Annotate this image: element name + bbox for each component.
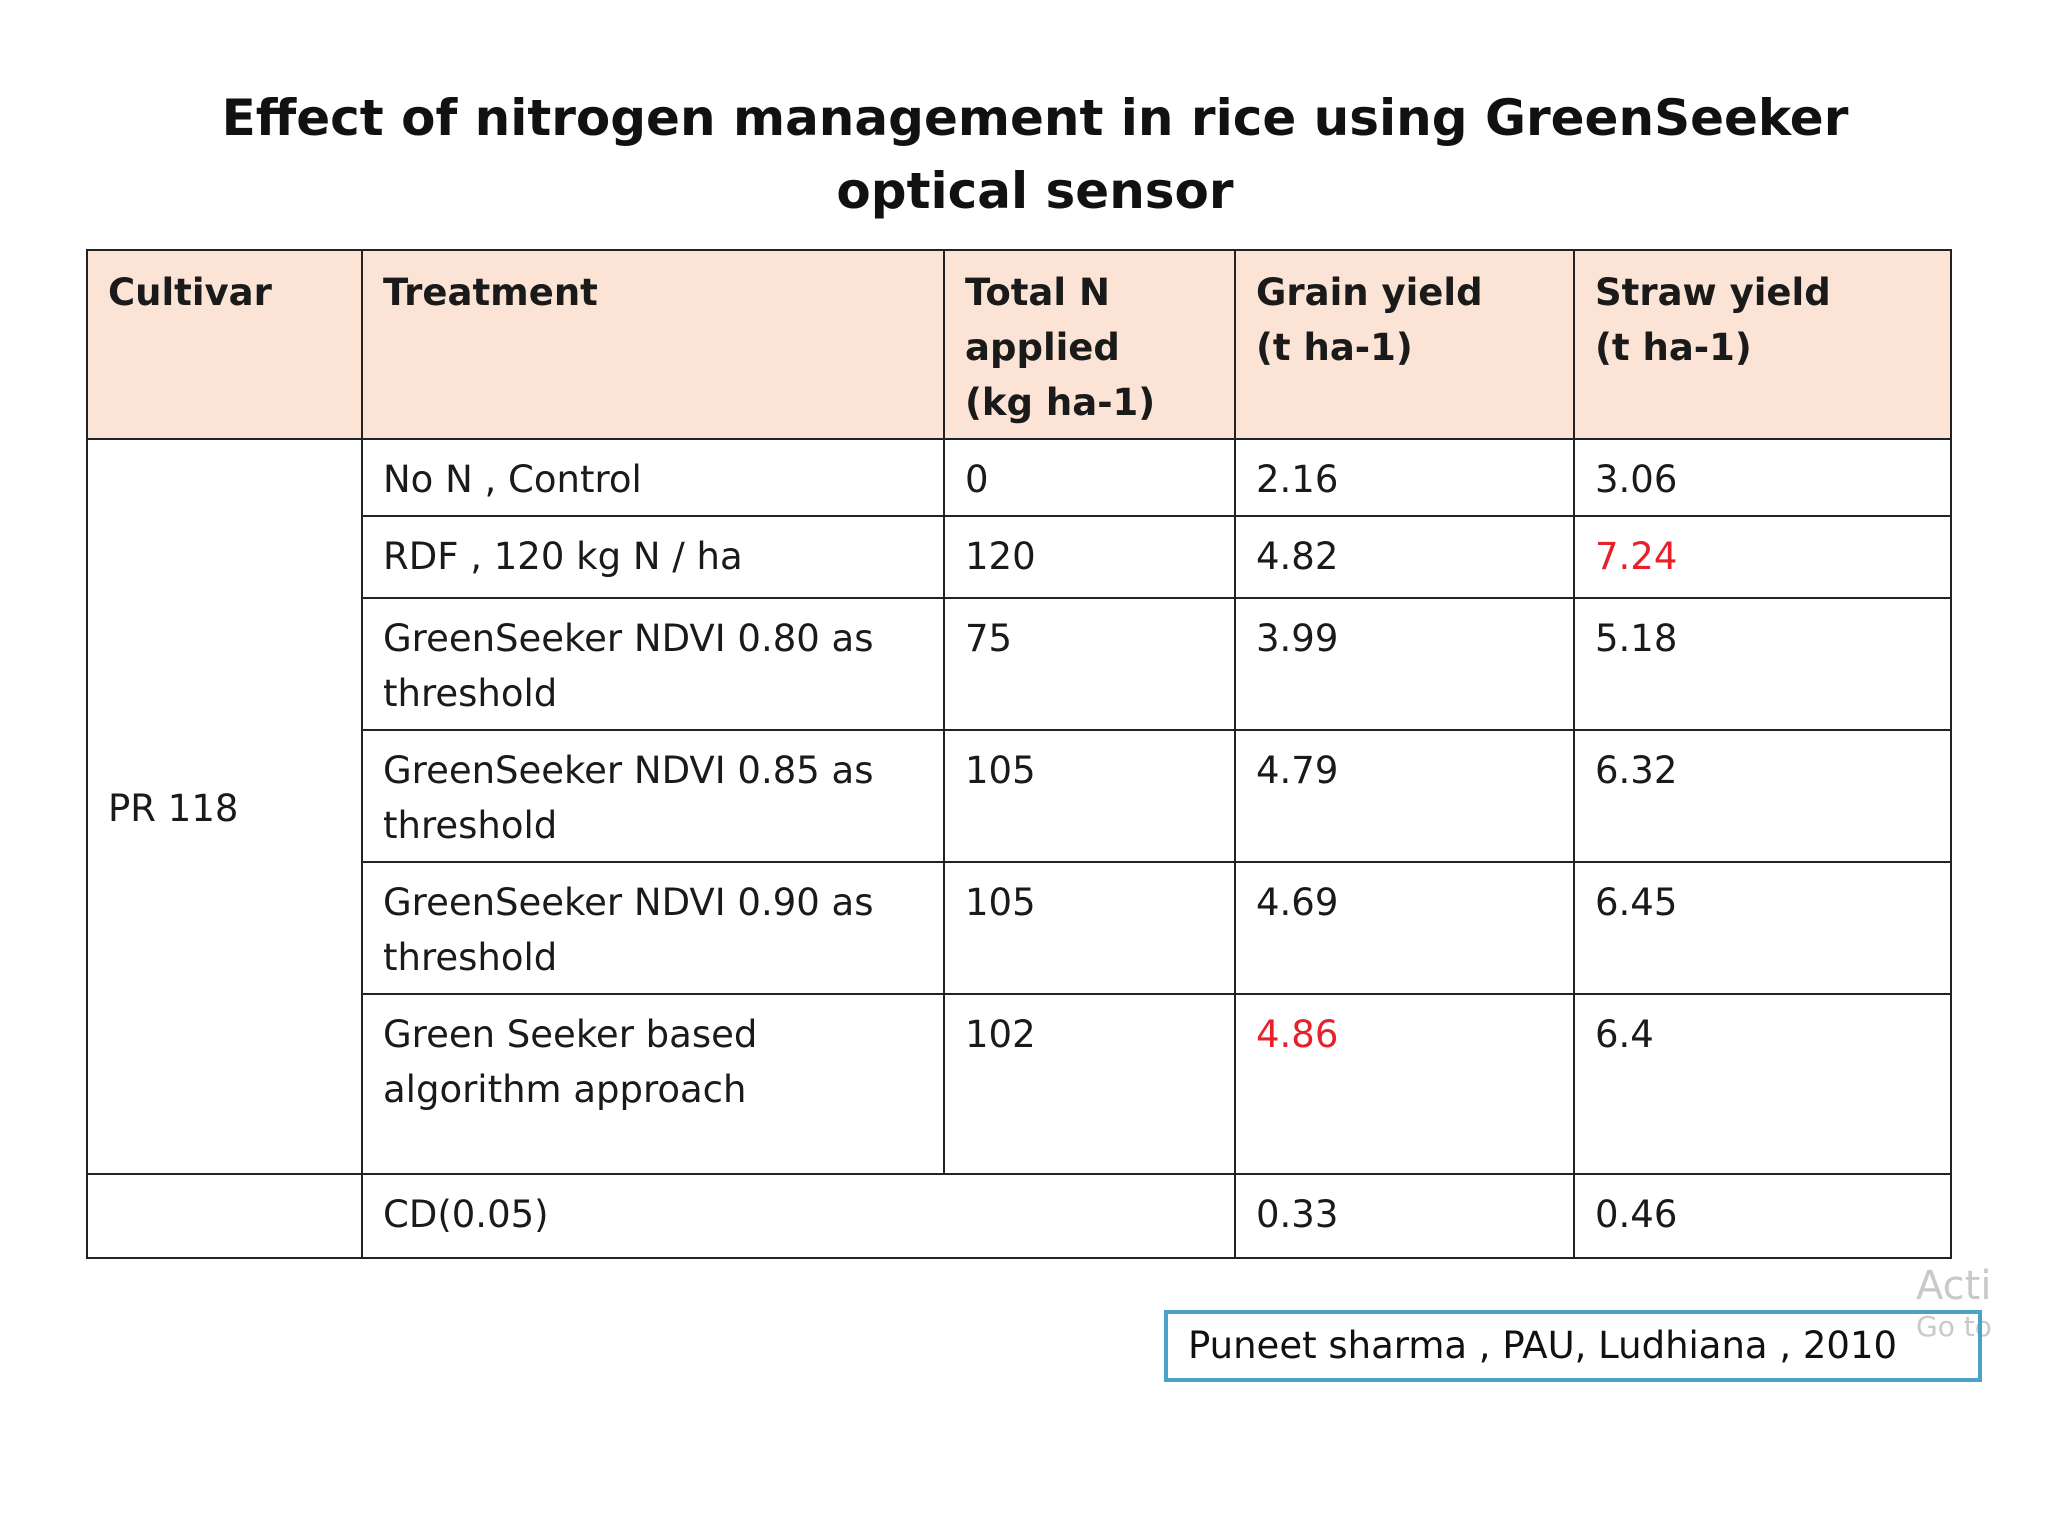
straw-yield-cell: 3.06 (1573, 438, 1952, 517)
slide-title: Effect of nitrogen management in rice us… (0, 82, 2048, 228)
cd-cultivar-cell (86, 1173, 363, 1259)
cultivar-cell: PR 118 (86, 438, 363, 1175)
table-row: GreenSeeker NDVI 0.90 as threshold 105 4.… (87, 861, 1952, 995)
table-row: GreenSeeker NDVI 0.85 as threshold 105 4.… (87, 729, 1952, 863)
header-straw-yield: Straw yield (t ha-1) (1573, 249, 1952, 440)
cd-grain-cell: 0.33 (1234, 1173, 1575, 1259)
table-row: RDF , 120 kg N / ha 120 4.82 7.24 (87, 515, 1952, 599)
highlighted-value: 4.86 (1256, 1013, 1339, 1056)
citation-text: Puneet sharma , PAU, Ludhiana , 2010 (1188, 1324, 1898, 1367)
total-n-cell: 105 (943, 861, 1236, 995)
treatment-cell: Green Seeker based algorithm approach (361, 993, 945, 1175)
header-total-n: Total N applied (kg ha-1) (943, 249, 1236, 440)
straw-yield-cell: 6.45 (1573, 861, 1952, 995)
total-n-cell: 105 (943, 729, 1236, 863)
citation-box: Puneet sharma , PAU, Ludhiana , 2010 (1164, 1310, 1982, 1382)
grain-yield-cell: 4.79 (1234, 729, 1575, 863)
treatment-cell: GreenSeeker NDVI 0.90 as threshold (361, 861, 945, 995)
treatment-cell: GreenSeeker NDVI 0.80 as threshold (361, 597, 945, 731)
table-header-row: Cultivar Treatment Total N applied (kg h… (86, 249, 1952, 440)
header-grain-yield: Grain yield (t ha-1) (1234, 249, 1575, 440)
straw-yield-cell: 6.4 (1573, 993, 1952, 1175)
total-n-cell: 102 (943, 993, 1236, 1175)
table-row: PR 118 No N , Control 0 2.16 3.06 (86, 438, 1952, 1175)
slide-title-line-2: optical sensor (836, 162, 1234, 220)
straw-yield-cell: 6.32 (1573, 729, 1952, 863)
grain-yield-cell: 3.99 (1234, 597, 1575, 731)
treatment-cell: RDF , 120 kg N / ha (361, 515, 945, 599)
table-row: Green Seeker based algorithm approach 102… (87, 993, 1952, 1175)
nitrogen-results-table: Cultivar Treatment Total N applied (kg h… (86, 249, 1952, 1259)
grain-yield-cell: 4.69 (1234, 861, 1575, 995)
straw-yield-cell: 7.24 (1573, 515, 1952, 599)
total-n-cell: 120 (943, 515, 1236, 599)
watermark-line-1: Acti (1916, 1263, 1992, 1309)
straw-yield-cell: 5.18 (1573, 597, 1952, 731)
grain-yield-cell: 4.82 (1234, 515, 1575, 599)
table-row: GreenSeeker NDVI 0.80 as threshold 75 3.9… (87, 597, 1952, 731)
cd-label-cell: CD(0.05) (361, 1173, 1236, 1259)
cd-straw-cell: 0.46 (1573, 1173, 1952, 1259)
treatment-cell: GreenSeeker NDVI 0.85 as threshold (361, 729, 945, 863)
treatment-cell: No N , Control (361, 438, 945, 517)
header-cultivar: Cultivar (86, 249, 363, 440)
total-n-cell: 75 (943, 597, 1236, 731)
grain-yield-cell: 4.86 (1234, 993, 1575, 1175)
header-treatment: Treatment (361, 249, 945, 440)
total-n-cell: 0 (943, 438, 1236, 517)
grain-yield-cell: 2.16 (1234, 438, 1575, 517)
slide-title-line-1: Effect of nitrogen management in rice us… (221, 89, 1849, 147)
cd-row: CD(0.05) 0.33 0.46 (86, 1173, 1952, 1259)
highlighted-value: 7.24 (1595, 535, 1678, 578)
